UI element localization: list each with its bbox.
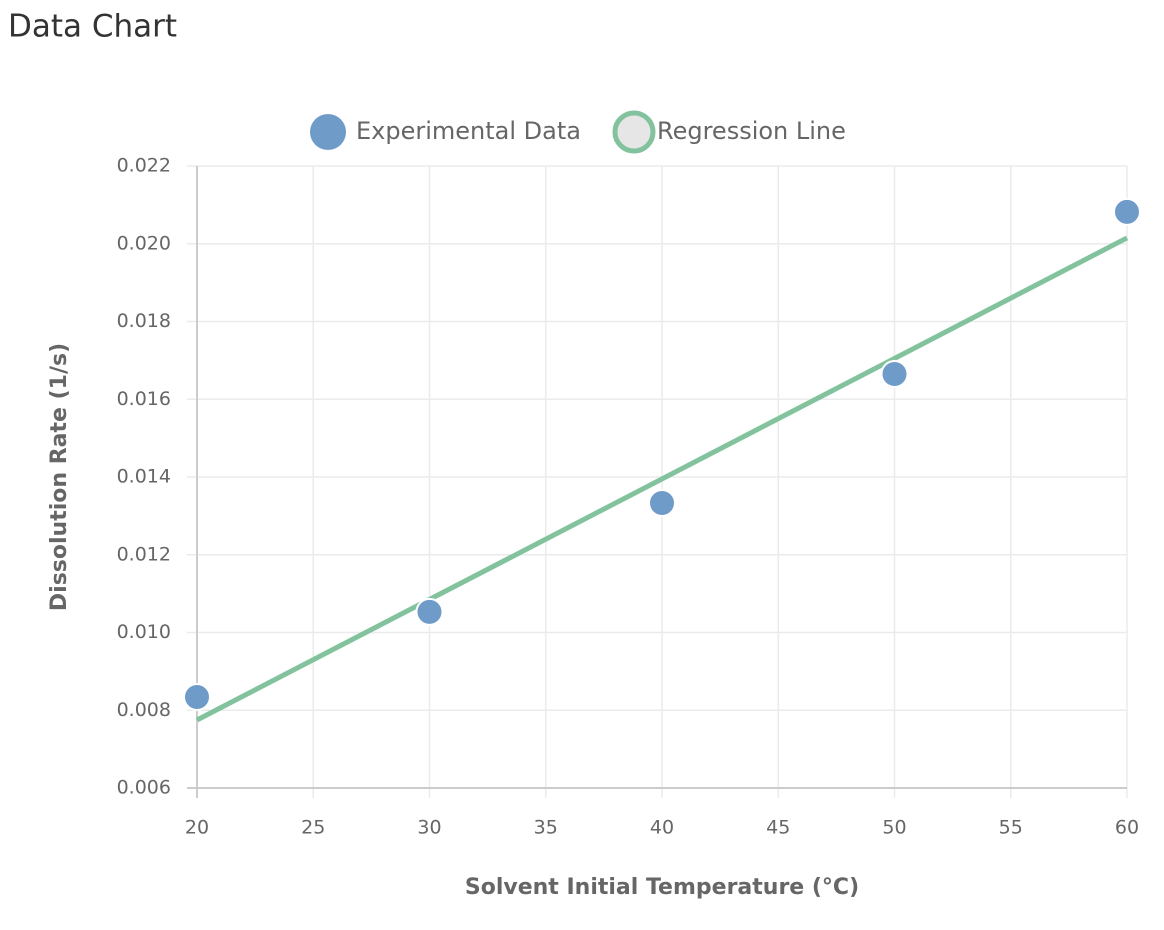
legend-label: Experimental Data [356, 117, 581, 145]
y-tick-label: 0.016 [117, 388, 171, 410]
data-point [183, 683, 211, 712]
x-tick-label: 45 [766, 817, 790, 839]
chart-title: Data Chart [8, 9, 177, 45]
x-tick-label: 55 [999, 817, 1023, 839]
y-tick-label: 0.018 [117, 310, 171, 332]
x-tick-label: 40 [650, 817, 674, 839]
x-axis-title: Solvent Initial Temperature (°C) [465, 875, 859, 900]
x-tick-label: 60 [1115, 817, 1139, 839]
y-tick-label: 0.022 [117, 155, 171, 177]
x-tick-label: 20 [185, 817, 209, 839]
data-point [880, 359, 909, 388]
x-tick-label: 30 [417, 817, 441, 839]
y-tick-label: 0.008 [117, 699, 171, 721]
x-tick-label: 35 [534, 817, 558, 839]
data-point [648, 489, 676, 518]
y-axis-title: Dissolution Rate (1/s) [47, 343, 72, 611]
y-tick-label: 0.014 [117, 466, 171, 488]
regression-line [195, 235, 1129, 723]
legend-marker [310, 114, 346, 150]
data-point [1113, 197, 1141, 226]
y-tick-label: 0.006 [117, 777, 171, 799]
x-tick-label: 50 [882, 817, 906, 839]
x-tick-label: 25 [301, 817, 325, 839]
y-tick-label: 0.010 [117, 621, 171, 643]
y-tick-label: 0.020 [117, 232, 171, 254]
data-point [415, 597, 444, 626]
legend-label: Regression Line [657, 117, 846, 145]
y-tick-label: 0.012 [117, 543, 171, 565]
legend-marker [612, 110, 656, 154]
